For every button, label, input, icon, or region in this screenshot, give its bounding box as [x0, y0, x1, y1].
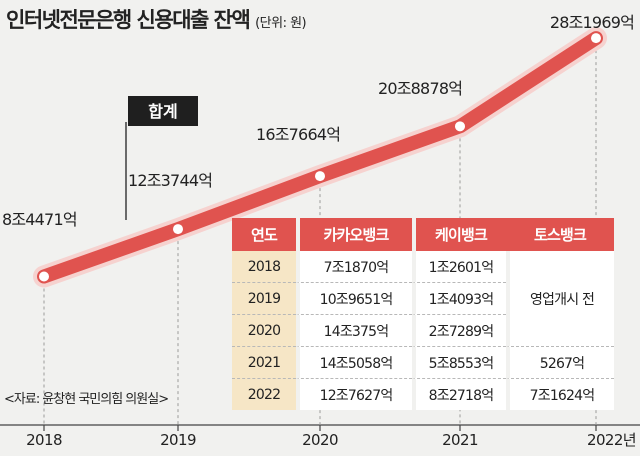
cell-year: 2018: [232, 251, 296, 283]
cell-tossbank: 7조1624억: [506, 379, 614, 410]
callout-label: 합계: [148, 102, 177, 121]
cell-kakaobank: 14조5058억: [296, 347, 412, 379]
cell-kbank: 5조8553억: [412, 347, 506, 379]
title-text: 인터넷전문은행 신용대출 잔액: [6, 8, 251, 32]
cell-kakaobank: 14조375억: [296, 315, 412, 347]
x-tick-label: 2020: [302, 431, 338, 449]
data-label: 16조7664억: [256, 125, 340, 144]
table-row: 2019 10조9651억 1조4093억: [232, 283, 614, 315]
data-point: [315, 171, 325, 182]
col-header-year: 연도: [232, 218, 296, 251]
data-label: 20조8878억: [378, 79, 462, 98]
data-point: [591, 33, 601, 44]
data-point: [173, 224, 183, 235]
x-tick-label: 2022년: [587, 431, 636, 449]
data-label: 28조1969억: [550, 13, 634, 32]
cell-kbank: 1조2601억: [412, 251, 506, 283]
cell-kakaobank: 10조9651억: [296, 283, 412, 315]
bank-breakdown-table: 연도 카카오뱅크 케이뱅크 토스뱅크 2018 7조1870억 1조2601억 …: [232, 218, 614, 410]
cell-tossbank: 5267억: [506, 347, 614, 379]
data-label: 8조4471억: [2, 210, 77, 229]
cell-tossbank-merged: 영업개시 전: [506, 251, 614, 347]
table-header-row: 연도 카카오뱅크 케이뱅크 토스뱅크: [232, 218, 614, 251]
cell-kbank: 2조7289억: [412, 315, 506, 347]
cell-kbank: 1조4093억: [412, 283, 506, 315]
unit-label: (단위: 원): [255, 16, 307, 31]
cell-kbank: 8조2718억: [412, 379, 506, 410]
col-header-kbank: 케이뱅크: [412, 218, 506, 251]
table-row: 2020 14조375억 2조7289억: [232, 315, 614, 347]
cell-kakaobank: 7조1870억: [296, 251, 412, 283]
data-point: [39, 271, 49, 282]
x-tick-label: 2019: [160, 431, 196, 449]
chart-title: 인터넷전문은행 신용대출 잔액 (단위: 원): [6, 4, 307, 34]
data-point: [455, 121, 465, 132]
x-tick-label: 2018: [26, 431, 62, 449]
table-row: 2018 7조1870억 1조2601억 영업개시 전: [232, 251, 614, 347]
col-header-tossbank: 토스뱅크: [506, 218, 614, 251]
cell-year: 2020: [232, 315, 296, 347]
cell-year: 2022: [232, 379, 296, 410]
source-note: <자료: 윤창현 국민의힘 의원실>: [4, 392, 169, 407]
table-row: 2022 12조7627억 8조2718억 7조1624억: [232, 379, 614, 410]
col-header-kakaobank: 카카오뱅크: [296, 218, 412, 251]
cell-year: 2021: [232, 347, 296, 379]
x-tick-label: 2021: [442, 431, 478, 449]
cell-year: 2019: [232, 283, 296, 315]
data-label: 12조3744억: [128, 171, 212, 190]
cell-kakaobank: 12조7627억: [296, 379, 412, 410]
table-row: 2021 14조5058억 5조8553억 5267억: [232, 347, 614, 379]
callout-box: [128, 96, 198, 126]
